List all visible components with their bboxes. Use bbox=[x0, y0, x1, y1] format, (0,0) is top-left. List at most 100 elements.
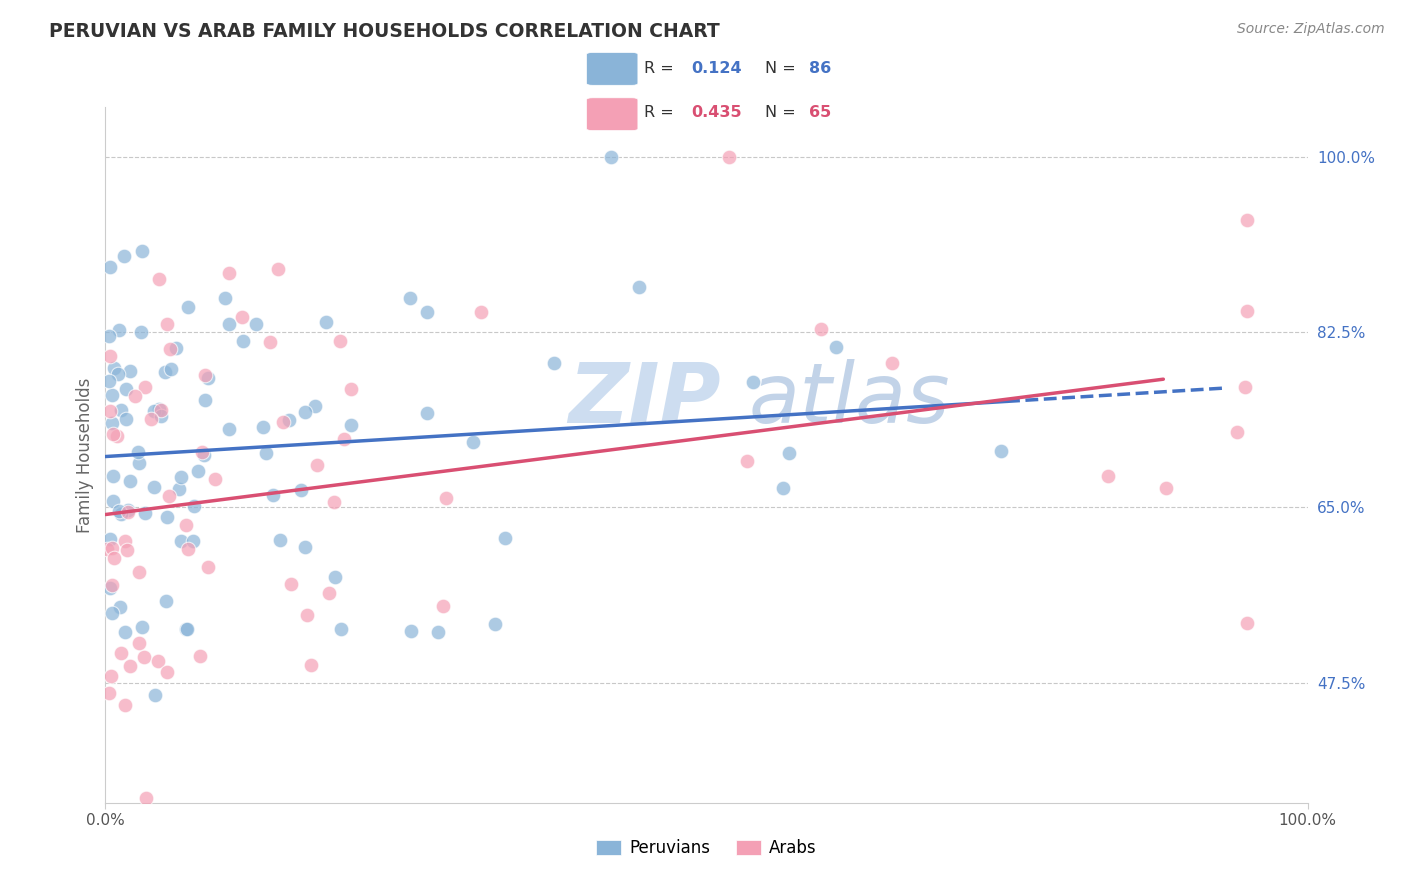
Point bbox=[271, 415, 294, 429]
Point bbox=[108, 504, 131, 518]
Point bbox=[98, 581, 121, 595]
Point bbox=[98, 403, 121, 417]
Point bbox=[145, 688, 167, 702]
Point bbox=[307, 458, 329, 473]
Point bbox=[100, 669, 122, 683]
Point bbox=[262, 488, 284, 502]
Point bbox=[193, 448, 215, 462]
Point bbox=[110, 402, 132, 417]
Text: N =: N = bbox=[765, 61, 801, 76]
Text: PERUVIAN VS ARAB FAMILY HOUSEHOLDS CORRELATION CHART: PERUVIAN VS ARAB FAMILY HOUSEHOLDS CORRE… bbox=[49, 22, 720, 41]
Point bbox=[117, 503, 139, 517]
Point bbox=[167, 482, 190, 496]
Point bbox=[103, 550, 125, 565]
Point bbox=[134, 506, 156, 520]
Point bbox=[181, 533, 204, 548]
Point bbox=[127, 445, 149, 459]
Point bbox=[415, 406, 437, 420]
Point bbox=[315, 315, 337, 329]
Point bbox=[772, 481, 794, 495]
Point bbox=[128, 636, 150, 650]
Point bbox=[134, 380, 156, 394]
Point bbox=[103, 360, 125, 375]
Point bbox=[990, 444, 1012, 458]
Point bbox=[267, 261, 290, 276]
Point bbox=[232, 334, 254, 349]
Point bbox=[318, 586, 340, 600]
Point bbox=[105, 428, 128, 442]
Point bbox=[176, 622, 198, 636]
Point bbox=[148, 272, 170, 286]
Point bbox=[254, 446, 277, 460]
Text: 86: 86 bbox=[808, 61, 831, 76]
Point bbox=[170, 469, 193, 483]
Point bbox=[153, 365, 176, 379]
Point bbox=[155, 594, 177, 608]
Point bbox=[98, 532, 121, 546]
Point bbox=[543, 356, 565, 370]
Point bbox=[129, 325, 152, 339]
Point bbox=[118, 364, 141, 378]
Point bbox=[197, 559, 219, 574]
Point bbox=[1097, 469, 1119, 483]
Point bbox=[170, 534, 193, 549]
Point bbox=[149, 409, 172, 424]
Point bbox=[1236, 212, 1258, 227]
Point bbox=[148, 402, 170, 417]
Point bbox=[484, 616, 506, 631]
Point bbox=[114, 624, 136, 639]
Point bbox=[290, 483, 312, 498]
Point bbox=[98, 374, 121, 388]
Point bbox=[294, 540, 316, 554]
Point bbox=[112, 249, 135, 263]
Point bbox=[295, 608, 318, 623]
Point bbox=[810, 322, 832, 336]
Point bbox=[717, 150, 740, 164]
Text: Source: ZipAtlas.com: Source: ZipAtlas.com bbox=[1237, 22, 1385, 37]
Point bbox=[120, 474, 142, 488]
Point bbox=[117, 505, 139, 519]
Point bbox=[98, 349, 121, 363]
Point bbox=[159, 342, 181, 356]
Point bbox=[107, 367, 129, 381]
Point bbox=[461, 435, 484, 450]
Point bbox=[131, 244, 153, 259]
Text: N =: N = bbox=[765, 105, 801, 120]
Point bbox=[114, 534, 136, 549]
Point bbox=[778, 446, 800, 460]
Point bbox=[135, 790, 157, 805]
Point bbox=[1226, 425, 1249, 440]
Point bbox=[108, 600, 131, 615]
Point bbox=[131, 620, 153, 634]
Point bbox=[115, 411, 138, 425]
Point bbox=[600, 150, 623, 164]
FancyBboxPatch shape bbox=[586, 53, 638, 86]
Point bbox=[188, 649, 211, 664]
Point bbox=[880, 356, 903, 370]
Point bbox=[436, 491, 458, 505]
Point bbox=[1156, 481, 1178, 495]
Point bbox=[426, 625, 449, 640]
Point bbox=[97, 685, 120, 699]
Point bbox=[329, 334, 352, 348]
Point bbox=[299, 658, 322, 673]
Text: R =: R = bbox=[644, 61, 679, 76]
Point bbox=[115, 382, 138, 396]
Point bbox=[742, 375, 765, 389]
Point bbox=[101, 427, 124, 442]
Point bbox=[432, 599, 454, 613]
Point bbox=[124, 389, 146, 403]
Point bbox=[269, 533, 291, 548]
Point bbox=[735, 453, 758, 467]
Text: R =: R = bbox=[644, 105, 679, 120]
Point bbox=[114, 698, 136, 712]
Point bbox=[825, 340, 848, 354]
Text: 0.124: 0.124 bbox=[690, 61, 741, 76]
Point bbox=[191, 445, 214, 459]
Point bbox=[628, 279, 651, 293]
Point bbox=[183, 500, 205, 514]
Point bbox=[110, 507, 132, 521]
Point bbox=[218, 266, 240, 280]
Point bbox=[259, 334, 281, 349]
Point bbox=[187, 464, 209, 478]
